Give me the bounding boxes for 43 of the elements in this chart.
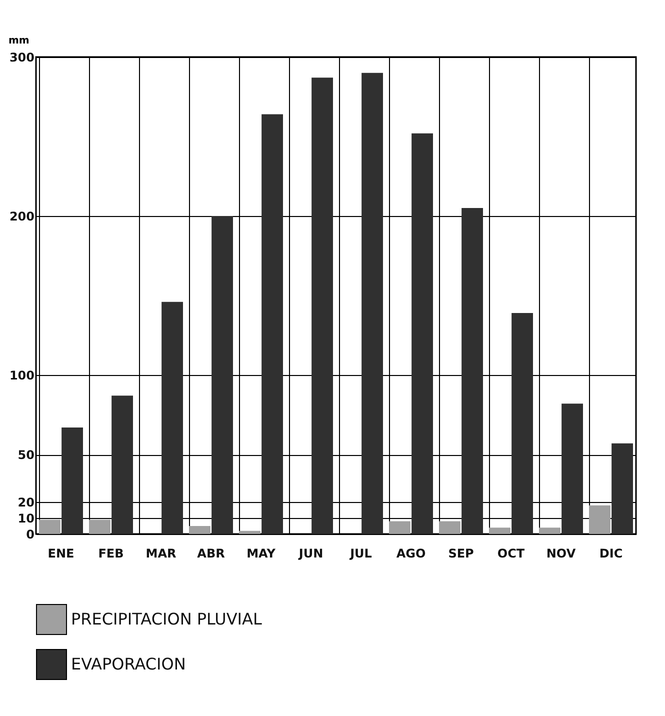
y-axis-title: mm <box>8 36 30 46</box>
bar <box>512 312 533 534</box>
x-tick-label: FEB <box>98 546 124 560</box>
y-tick-label: 200 <box>9 210 34 224</box>
bar <box>39 520 60 534</box>
y-tick-label: 50 <box>18 448 34 462</box>
bar <box>612 443 633 534</box>
y-tick-label: 0 <box>26 528 34 542</box>
bar <box>62 427 83 534</box>
x-tick-label: JUN <box>298 546 324 560</box>
y-tick-label: 300 <box>9 50 34 64</box>
bar <box>589 505 610 534</box>
bar <box>112 396 133 534</box>
bar <box>489 528 510 534</box>
x-tick-label: ABR <box>197 546 225 560</box>
bar <box>462 208 483 534</box>
bar <box>389 521 410 534</box>
x-tick-label: SEP <box>448 546 474 560</box>
x-tick-label: MAR <box>146 546 176 560</box>
y-tick-label: 100 <box>9 368 34 382</box>
bar <box>312 78 333 534</box>
bar <box>89 520 110 534</box>
x-tick-label: AGO <box>396 546 426 560</box>
x-tick-label: ENE <box>48 546 74 560</box>
legend-label: PRECIPITACION PLUVIAL <box>71 610 262 628</box>
y-tick-label: 20 <box>18 496 34 510</box>
bar <box>539 528 560 534</box>
bar <box>212 216 233 534</box>
legend-label: EVAPORACION <box>71 654 186 674</box>
bar <box>239 530 260 534</box>
x-tick-label: DIC <box>599 546 623 560</box>
x-tick-label: MAY <box>246 546 276 560</box>
bar <box>362 72 383 534</box>
bar <box>189 526 210 534</box>
bar <box>262 114 283 534</box>
x-tick-label: OCT <box>497 546 526 560</box>
x-tick-label: NOV <box>546 546 576 560</box>
x-tick-label: JUL <box>349 546 372 560</box>
bar <box>412 133 433 534</box>
bar <box>439 521 460 534</box>
bar <box>162 302 183 534</box>
y-tick-label: 10 <box>18 512 34 526</box>
bar <box>562 404 583 534</box>
